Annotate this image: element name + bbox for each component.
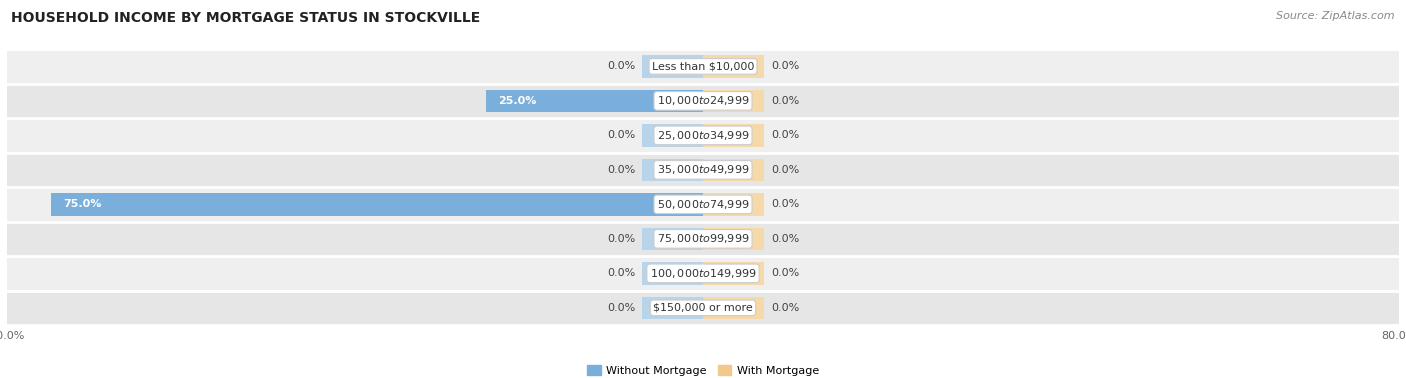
Bar — [703, 90, 763, 112]
Bar — [643, 159, 703, 181]
Bar — [643, 297, 703, 319]
Bar — [703, 55, 763, 77]
Text: 0.0%: 0.0% — [607, 234, 636, 244]
Text: Less than $10,000: Less than $10,000 — [652, 61, 754, 71]
Legend: Without Mortgage, With Mortgage: Without Mortgage, With Mortgage — [582, 361, 824, 378]
Text: 0.0%: 0.0% — [607, 61, 636, 71]
Bar — [703, 124, 763, 147]
Text: 0.0%: 0.0% — [607, 303, 636, 313]
Bar — [703, 262, 763, 285]
Text: $10,000 to $24,999: $10,000 to $24,999 — [657, 94, 749, 107]
Bar — [7, 256, 1399, 291]
Text: 0.0%: 0.0% — [607, 165, 636, 175]
Text: 0.0%: 0.0% — [770, 61, 799, 71]
Text: 25.0%: 25.0% — [499, 96, 537, 106]
Text: 0.0%: 0.0% — [770, 234, 799, 244]
Bar — [643, 262, 703, 285]
Bar — [643, 228, 703, 250]
Text: $50,000 to $74,999: $50,000 to $74,999 — [657, 198, 749, 211]
Bar — [7, 153, 1399, 187]
Text: 0.0%: 0.0% — [607, 130, 636, 140]
Bar — [51, 193, 703, 215]
Text: HOUSEHOLD INCOME BY MORTGAGE STATUS IN STOCKVILLE: HOUSEHOLD INCOME BY MORTGAGE STATUS IN S… — [11, 11, 481, 25]
Text: $150,000 or more: $150,000 or more — [654, 303, 752, 313]
Text: 0.0%: 0.0% — [607, 268, 636, 278]
Text: 0.0%: 0.0% — [770, 130, 799, 140]
Text: $35,000 to $49,999: $35,000 to $49,999 — [657, 163, 749, 177]
Text: 0.0%: 0.0% — [770, 268, 799, 278]
Bar — [703, 159, 763, 181]
Text: $100,000 to $149,999: $100,000 to $149,999 — [650, 267, 756, 280]
Text: 0.0%: 0.0% — [770, 199, 799, 209]
Text: 0.0%: 0.0% — [770, 96, 799, 106]
Text: $75,000 to $99,999: $75,000 to $99,999 — [657, 232, 749, 245]
Bar — [7, 222, 1399, 256]
Text: $25,000 to $34,999: $25,000 to $34,999 — [657, 129, 749, 142]
Bar — [703, 228, 763, 250]
Bar — [703, 193, 763, 215]
Bar — [703, 297, 763, 319]
Bar — [7, 187, 1399, 222]
Bar — [643, 55, 703, 77]
Bar — [7, 291, 1399, 325]
Bar — [7, 84, 1399, 118]
Text: 75.0%: 75.0% — [63, 199, 103, 209]
Text: 0.0%: 0.0% — [770, 165, 799, 175]
Text: 0.0%: 0.0% — [770, 303, 799, 313]
Bar — [7, 49, 1399, 84]
Text: Source: ZipAtlas.com: Source: ZipAtlas.com — [1277, 11, 1395, 21]
Bar — [485, 90, 703, 112]
Bar — [643, 124, 703, 147]
Bar — [7, 118, 1399, 153]
